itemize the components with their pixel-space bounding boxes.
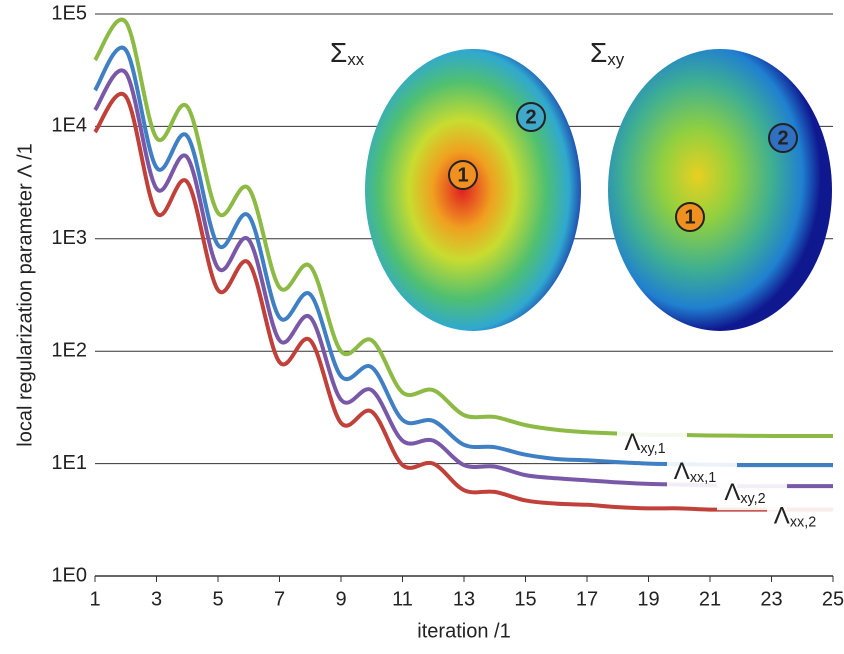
brain-map xyxy=(608,49,832,331)
marker-label: 2 xyxy=(525,106,536,128)
y-tick-label: 1E4 xyxy=(51,115,87,137)
annotation: Σxy xyxy=(590,37,625,69)
y-tick-label: 1E3 xyxy=(51,227,87,249)
y-tick-label: 1E0 xyxy=(51,564,87,586)
heatmap-left: 1 2 xyxy=(365,49,581,331)
x-tick-label: 13 xyxy=(453,588,475,610)
x-tick-label: 3 xyxy=(151,588,162,610)
x-tick-label: 19 xyxy=(637,588,659,610)
x-tick-label: 25 xyxy=(822,588,844,610)
x-tick-label: 17 xyxy=(576,588,598,610)
x-axis-label: iteration /1 xyxy=(417,620,510,642)
marker-label: 1 xyxy=(684,206,695,228)
y-tick-label: 1E1 xyxy=(51,452,87,474)
x-tick-label: 23 xyxy=(760,588,782,610)
heatmap-right: 1 2 xyxy=(608,49,832,331)
x-tick-label: 1 xyxy=(89,588,100,610)
x-tick-label: 9 xyxy=(335,588,346,610)
x-tick-label: 15 xyxy=(514,588,536,610)
annotation: Σxx xyxy=(330,37,365,69)
x-tick-label: 11 xyxy=(392,588,413,610)
x-tick-label: 7 xyxy=(274,588,285,610)
y-tick-label: 1E2 xyxy=(51,339,87,361)
marker-label: 2 xyxy=(777,127,788,149)
chart: 1 2 1 2 Σxx Σxy local regularization par… xyxy=(0,0,844,649)
y-tick-label: 1E5 xyxy=(51,2,87,24)
x-tick-label: 5 xyxy=(212,588,223,610)
x-tick-label: 21 xyxy=(699,588,721,610)
y-axis-label: local regularization parameter Λ /1 xyxy=(14,143,36,447)
brain-map xyxy=(365,49,581,331)
marker-label: 1 xyxy=(457,164,468,186)
